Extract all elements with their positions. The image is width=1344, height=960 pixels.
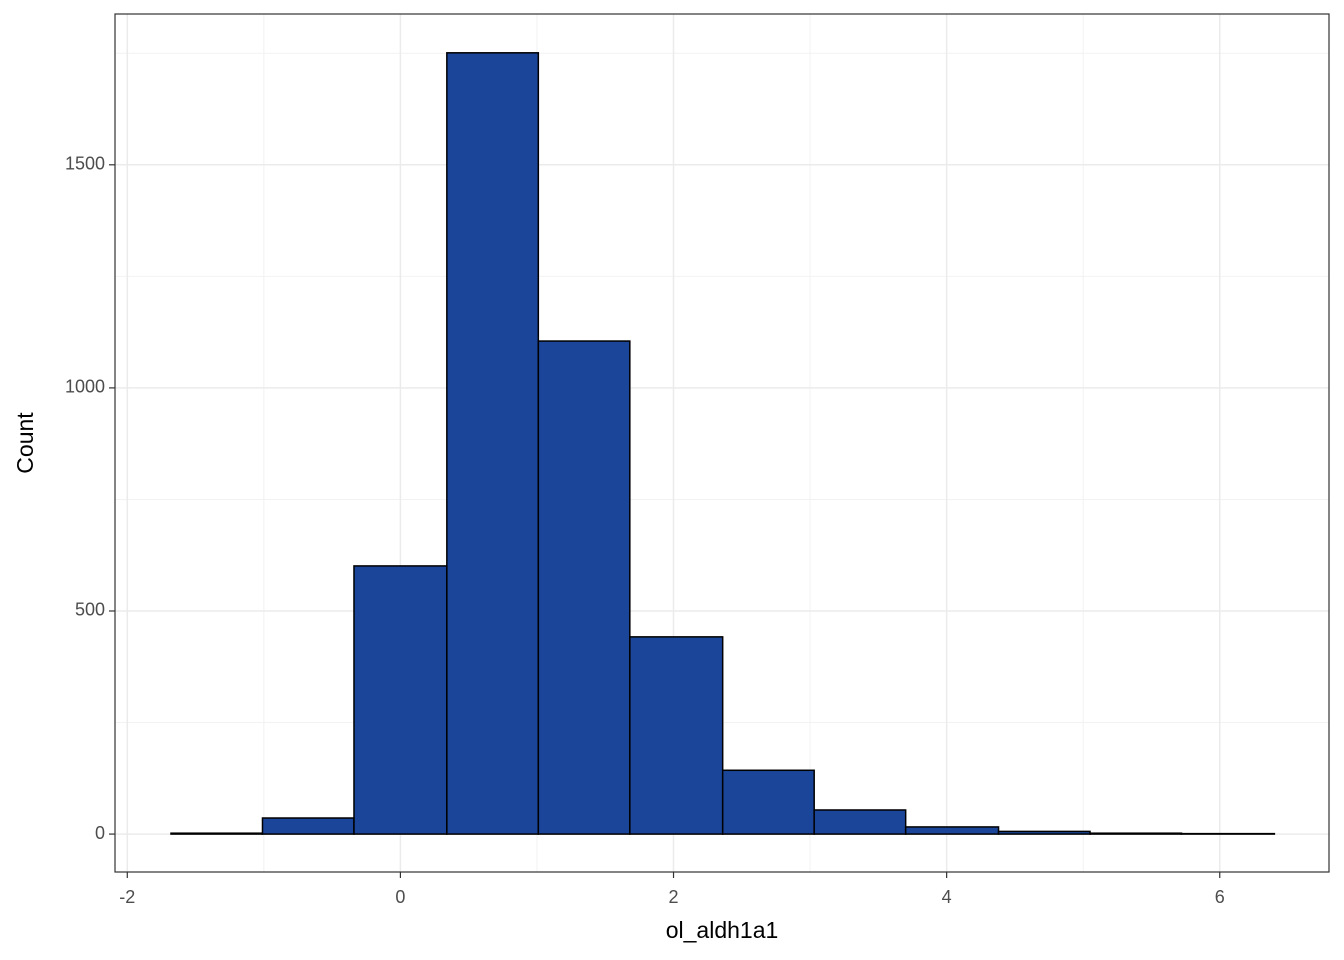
bar	[813, 809, 907, 835]
y-tick-label: 0	[95, 823, 105, 843]
x-axis-title: ol_aldh1a1	[666, 917, 779, 943]
bar	[721, 769, 815, 835]
x-tick-label: 6	[1215, 887, 1225, 907]
bar	[353, 565, 448, 835]
x-tick-label: -2	[119, 887, 135, 907]
x-tick-label: 0	[395, 887, 405, 907]
y-tick-label: 1000	[65, 377, 105, 397]
bar	[261, 817, 355, 835]
y-tick-label: 1500	[65, 154, 105, 174]
panel-border	[114, 13, 1330, 873]
bar	[1089, 832, 1183, 835]
bar	[446, 52, 540, 835]
bar	[997, 830, 1091, 835]
x-tick-label: 4	[942, 887, 952, 907]
y-tick-label: 500	[75, 600, 105, 620]
bar	[904, 826, 1000, 835]
bar	[537, 340, 631, 835]
bar	[170, 832, 264, 835]
x-tick-label: 2	[669, 887, 679, 907]
bar	[629, 636, 724, 835]
y-axis-title: Count	[12, 412, 38, 474]
